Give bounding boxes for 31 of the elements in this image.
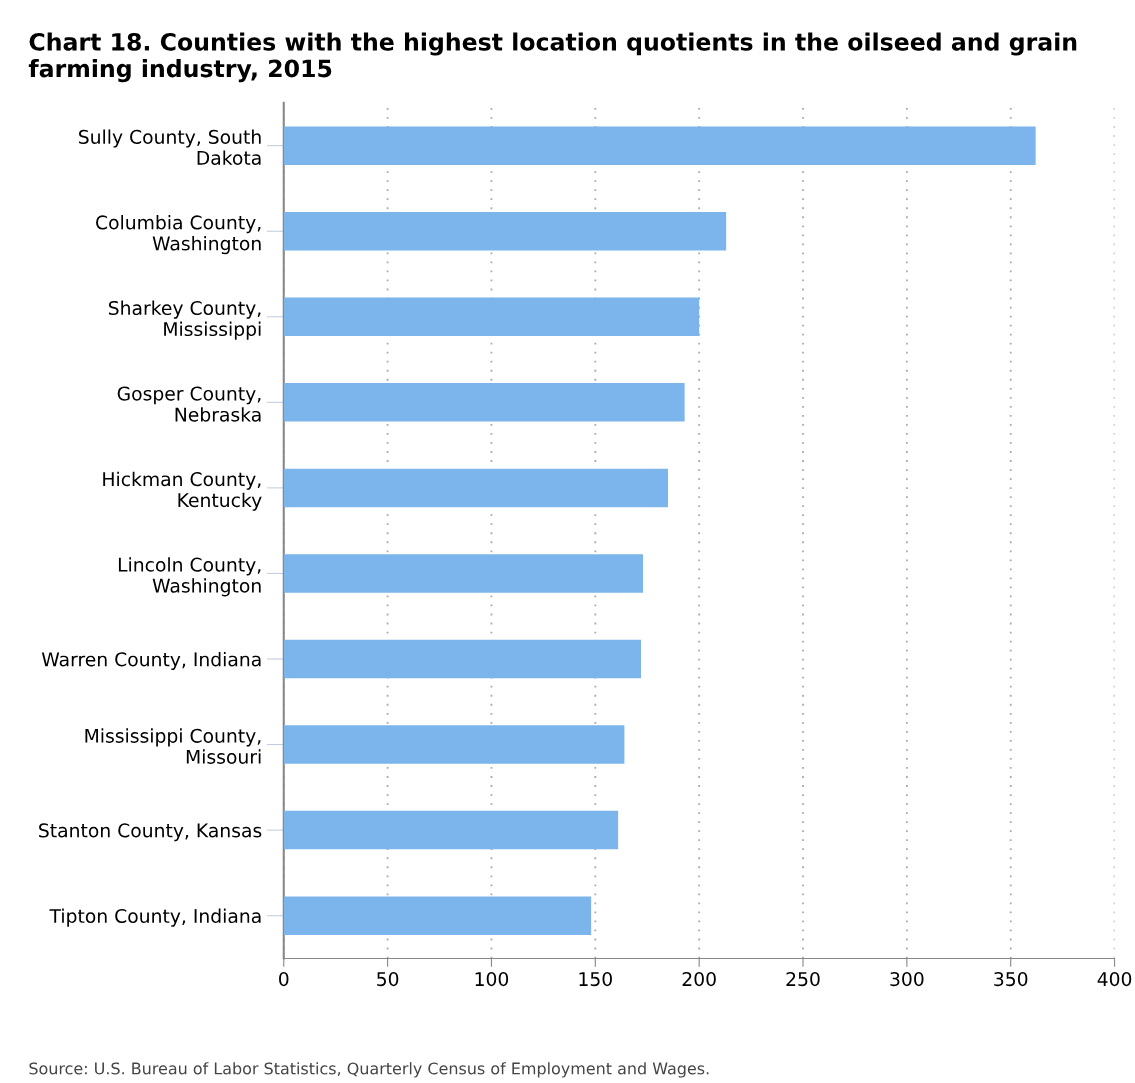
x-tick-label: 50 (377, 971, 399, 987)
bar (283, 211, 727, 251)
y-tick-label: Warren County, Indiana (41, 651, 261, 671)
x-tick-label: 400 (1097, 971, 1132, 987)
bar (283, 810, 619, 850)
y-tick-label: Hickman County, Kentucky (103, 471, 262, 511)
x-tick-label: 200 (682, 971, 716, 987)
bar (283, 725, 625, 764)
source-note: Source: U.S. Bureau of Labor Statistics, Quarterly Census of Employment and Wages. (29, 1062, 709, 1078)
bar (283, 896, 592, 935)
chart-title: Chart 18. Counties with the highest location quotients in the oilseed and grain farming industry, 2015 (28, 32, 1077, 83)
y-tick-label: Sharkey County, Mississippi (108, 300, 261, 340)
y-tick-label: Gosper County, Nebraska (117, 386, 261, 422)
x-tick-label: 350 (994, 971, 1028, 987)
y-tick-label: Columbia County, Washington (96, 215, 261, 255)
bar (283, 126, 1036, 165)
y-tick-label: Tipton County, Indiana (49, 908, 261, 927)
bar (283, 383, 685, 422)
bar (283, 468, 668, 508)
bar (283, 639, 641, 679)
x-tick-label: 300 (890, 971, 924, 987)
x-tick-label: 0 (279, 971, 289, 987)
bar (283, 554, 644, 593)
y-tick-label: Stanton County, Kansas (39, 823, 262, 842)
x-tick-label: 100 (475, 971, 509, 987)
bar (283, 297, 700, 337)
y-tick-label: Mississippi County, Missouri (85, 728, 261, 764)
y-tick-label: Sully County, South Dakota (79, 129, 261, 165)
x-tick-label: 150 (579, 971, 612, 987)
x-tick-label: 250 (786, 971, 820, 987)
y-tick-label: Lincoln County, Washington (118, 557, 261, 597)
